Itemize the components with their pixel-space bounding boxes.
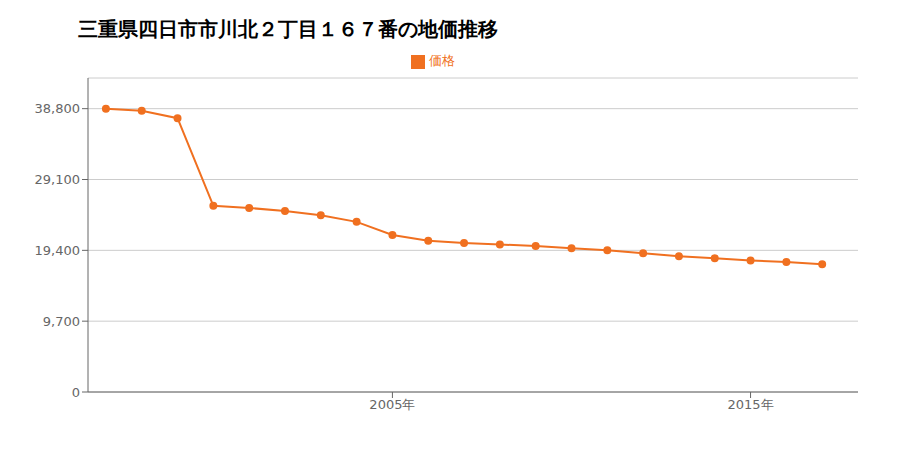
svg-text:2005年: 2005年 <box>369 397 415 412</box>
svg-text:0: 0 <box>72 385 80 400</box>
svg-text:38,800: 38,800 <box>35 101 81 116</box>
html-text:価格: 価格 <box>429 53 455 68</box>
svg-text:29,100: 29,100 <box>35 172 81 187</box>
svg-text:2015年: 2015年 <box>728 397 774 412</box>
svg-text:19,400: 19,400 <box>35 243 81 258</box>
svg-text:9,700: 9,700 <box>43 314 80 329</box>
html-text:三重県四日市市川北２丁目１６７番の地価推移: 三重県四日市市川北２丁目１６７番の地価推移 <box>78 17 498 41</box>
